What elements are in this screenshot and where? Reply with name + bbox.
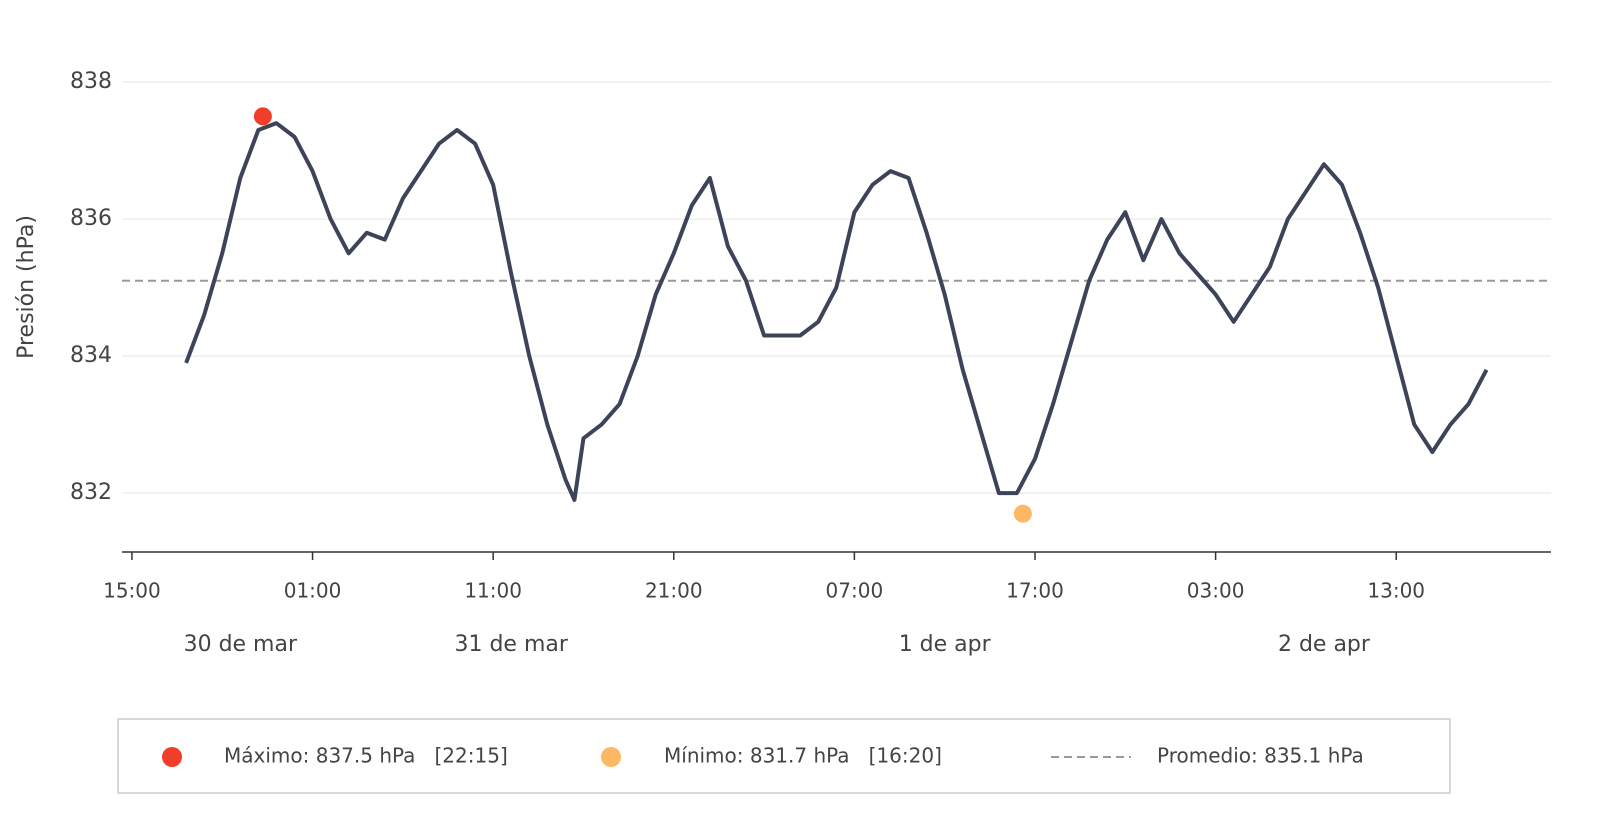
date-label: 1 de apr (899, 632, 992, 657)
legend-mean-label: Promedio: 835.1 hPa (1157, 744, 1364, 768)
x-tick-label: 03:00 (1187, 579, 1245, 603)
legend-box (117, 718, 1451, 794)
x-tick-label: 13:00 (1367, 579, 1425, 603)
y-tick-label: 836 (70, 206, 112, 231)
x-tick-label: 17:00 (1006, 579, 1064, 603)
y-axis-label: Presión (hPa) (14, 215, 39, 359)
legend-max-label: Máximo: 837.5 hPa [22:15] (224, 744, 508, 768)
x-tick-label: 15:00 (103, 579, 161, 603)
x-tick-label: 21:00 (645, 579, 703, 603)
maximum-marker (253, 107, 272, 126)
y-tick-label: 838 (70, 69, 112, 94)
legend-min-marker (601, 747, 621, 767)
date-label: 31 de mar (454, 632, 568, 657)
date-label: 30 de mar (184, 632, 298, 657)
x-tick-label: 11:00 (464, 579, 522, 603)
x-tick-label: 07:00 (826, 579, 884, 603)
pressure-line (184, 121, 1489, 502)
minimum-marker (1013, 504, 1032, 523)
x-tick-label: 01:00 (284, 579, 342, 603)
date-label: 2 de apr (1278, 632, 1371, 657)
y-tick-label: 834 (70, 343, 112, 368)
y-tick-label: 832 (70, 480, 112, 505)
legend-min-label: Mínimo: 831.7 hPa [16:20] (664, 744, 942, 768)
legend-max-marker (162, 747, 182, 767)
